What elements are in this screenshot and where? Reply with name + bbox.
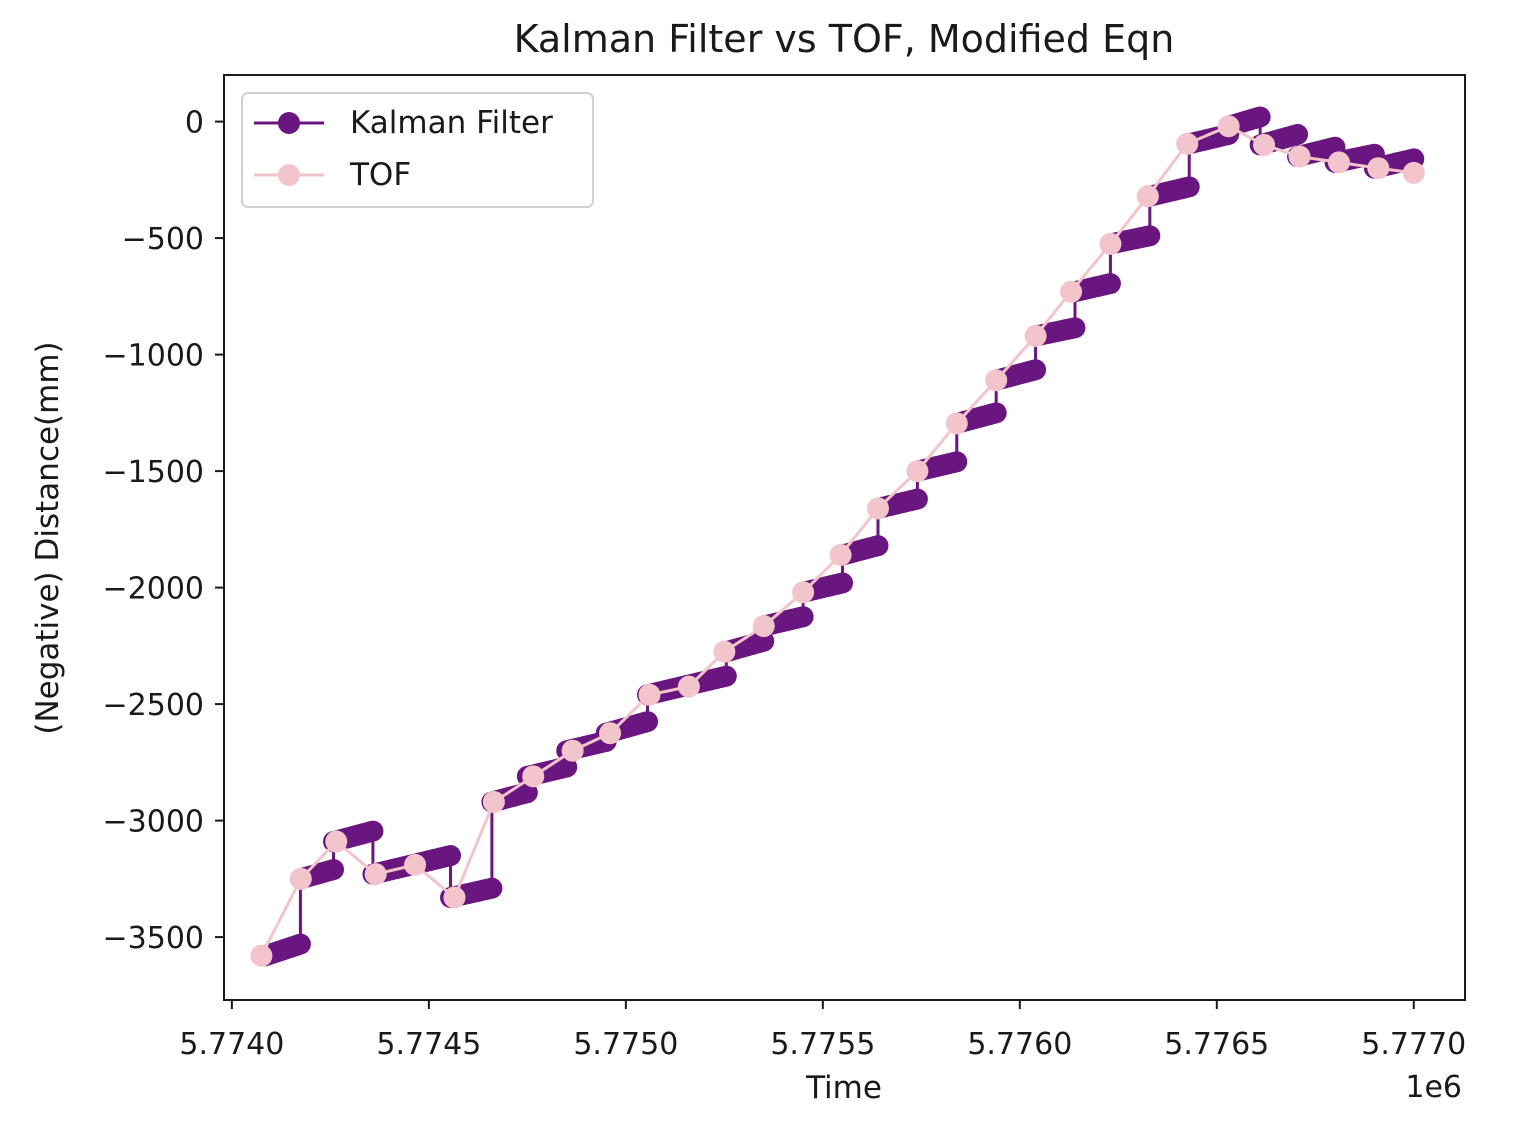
tof-point [250,944,273,967]
kalman-point [1139,225,1161,247]
tof-point [404,853,427,876]
legend-tof-marker [278,164,300,186]
tof-point [677,675,700,698]
x-tick-label: 5.7740 [179,1027,284,1062]
tof-point [1367,157,1390,180]
y-axis: 0 −500 −1000 −1500 −2000 −2500 −3000 −3500 [103,106,224,956]
legend: Kalman Filter TOF [241,92,594,208]
tof-point [1060,280,1083,303]
plot-frame [223,74,1466,1001]
legend-box [241,92,594,208]
tof-point [561,739,584,762]
x-axis: 5.7740 5.7745 5.7750 5.7755 5.7760 5.7765 5.77… [179,1000,1466,1062]
kalman-point [832,572,854,594]
tof-point [289,867,312,890]
kalman-point [867,535,889,557]
y-tick-label: −1500 [103,455,204,490]
kalman-point [1287,123,1309,145]
kalman-point [1025,359,1047,381]
kalman-point [440,845,462,867]
tof-point [1024,324,1047,347]
kalman-point [1178,176,1200,198]
tof-point [1253,133,1276,156]
y-tick-label: −2500 [103,688,204,723]
tof-point [599,722,622,745]
legend-kalman-label: Kalman Filter [350,105,553,141]
tof-point [1176,132,1199,155]
x-tick-label: 5.7755 [770,1027,875,1062]
kalman-point [556,756,578,778]
tof-point [482,790,505,813]
tof-point [1327,151,1350,174]
kalman-point [906,488,928,510]
series-tof [250,115,1425,967]
tof-point [752,615,775,638]
tof-point [866,497,889,520]
x-axis-label: Time [805,1070,882,1106]
tof-point [792,581,815,604]
y-tick-label: −3000 [103,805,204,840]
x-tick-label: 5.7765 [1164,1027,1269,1062]
tof-point [522,765,545,788]
kalman-point [637,711,659,733]
tof-point [906,460,929,483]
series-kalman-filter [254,106,1425,967]
y-tick-label: −500 [122,222,204,257]
kalman-point [362,820,384,842]
kalman-point [715,665,737,687]
x-tick-label: 5.7750 [573,1027,678,1062]
x-tick-label: 5.7745 [376,1027,481,1062]
y-axis-label: (Negative) Distance(mm) [30,341,66,734]
series-layer [250,106,1425,967]
tof-point [1288,145,1311,168]
tof-point [1402,161,1425,184]
tof-point [443,886,466,909]
y-tick-label: −2000 [103,572,204,607]
tof-point [364,863,387,886]
tof-point [945,412,968,435]
legend-kalman-marker [278,112,300,134]
tof-point [985,369,1008,392]
tof-point [713,640,736,663]
y-tick-label: 0 [185,106,204,141]
kalman-point [323,859,345,881]
kalman-line [264,114,1415,958]
kalman-point [1249,106,1271,128]
kalman-point [946,451,968,473]
kalman-point [1099,273,1121,295]
chart-title: Kalman Filter vs TOF, Modified Eqn [514,17,1175,61]
tof-point [638,683,661,706]
x-tick-label: 5.7760 [967,1027,1072,1062]
tof-line [260,124,1414,957]
y-tick-label: −3500 [103,921,204,956]
tof-point [325,830,348,853]
kalman-point [289,933,311,955]
tof-point [1099,232,1122,255]
legend-tof-label: TOF [349,157,411,193]
x-axis-offset-label: 1e6 [1405,1070,1462,1105]
kalman-point [516,782,538,804]
x-tick-label: 5.7770 [1361,1027,1466,1062]
tof-point [1217,115,1240,138]
kalman-point [985,402,1007,424]
kalman-point [481,877,503,899]
tof-point [1136,185,1159,208]
kalman-point [792,606,814,628]
tof-point [829,543,852,566]
kalman-point [1064,317,1086,339]
kalman-point [753,630,775,652]
y-tick-label: −1000 [103,339,204,374]
